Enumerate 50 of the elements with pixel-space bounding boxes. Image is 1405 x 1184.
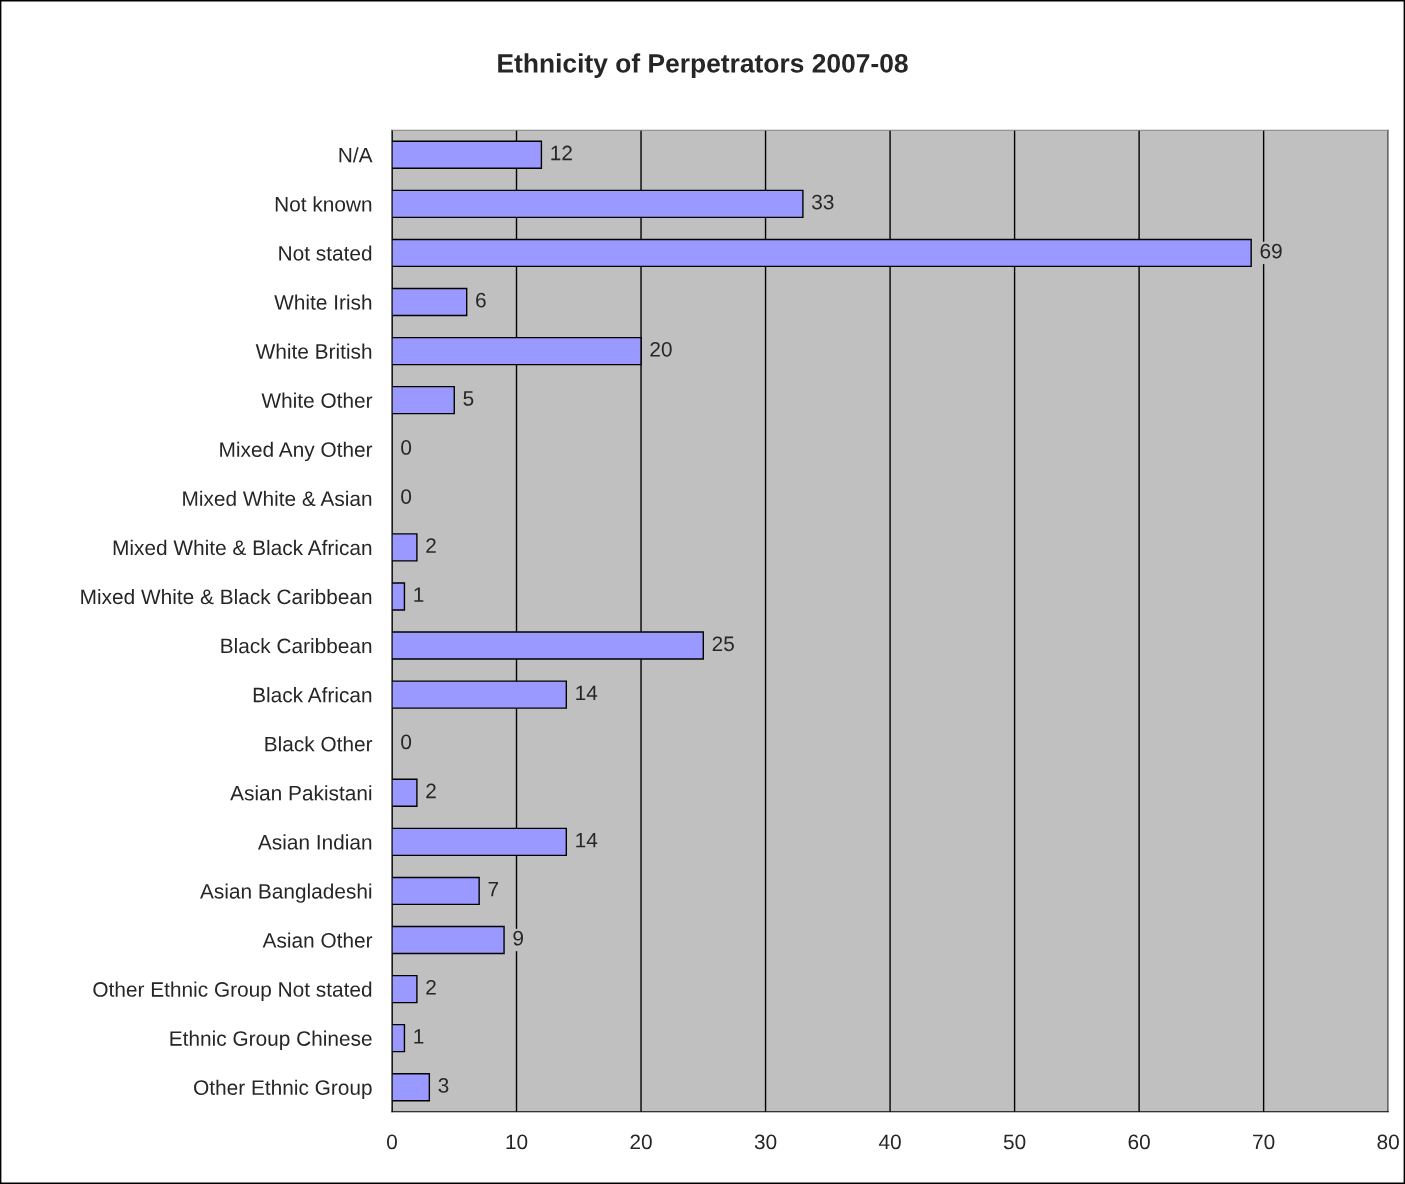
data-label: 3 [438, 1078, 449, 1093]
x-tick-label: 30 [754, 1134, 777, 1150]
y-tick-label: Not stated [279, 245, 372, 261]
y-tick-label: Asian Bangladeshi [200, 883, 372, 903]
data-label: 12 [551, 145, 572, 161]
x-tick-label: 20 [630, 1134, 652, 1150]
data-label: 7 [488, 881, 499, 897]
y-tick-label: Other Ethnic Group Not stated [93, 981, 372, 1001]
y-tick-label: Mixed Any Other [220, 441, 373, 462]
y-tick-label: Ethnic Group Chinese [170, 1030, 372, 1051]
y-tick-label: Asian Indian [257, 834, 372, 850]
y-tick-label: Mixed White & Asian [183, 490, 372, 507]
x-tick-label: 10 [506, 1134, 528, 1150]
y-tick-label: Other Ethnic Group [194, 1079, 372, 1100]
data-label: 2 [426, 783, 436, 799]
chart-title: Ethnicity of Perpetrators 2007-08 [498, 53, 908, 78]
data-label: 5 [463, 391, 474, 406]
y-tick-label: Not known [275, 196, 372, 212]
data-label: 0 [401, 489, 412, 504]
data-label: 20 [650, 341, 672, 357]
y-tick-label: Asian Pakistani [230, 785, 372, 801]
data-label: 2 [426, 538, 436, 553]
y-tick-label: White Irish [274, 294, 372, 310]
data-label: 1 [414, 587, 424, 602]
x-tick-label: 40 [878, 1134, 901, 1150]
x-tick-label: 70 [1253, 1134, 1275, 1150]
data-label: 33 [812, 194, 834, 210]
x-tick-label: 60 [1128, 1134, 1150, 1150]
data-label: 2 [426, 979, 436, 995]
y-tick-label: Mixed White & Black Caribbean [81, 588, 372, 605]
y-tick-label: Black Caribbean [221, 638, 372, 654]
data-label: 9 [513, 930, 523, 946]
y-tick-label: Black Other [265, 736, 373, 752]
y-tick-label: N/A [339, 147, 373, 163]
y-tick-label: Black African [253, 687, 372, 703]
data-label: 0 [401, 440, 412, 455]
y-tick-label: Asian Other [262, 932, 373, 948]
x-tick-label: 80 [1377, 1134, 1399, 1150]
data-label: 14 [576, 832, 598, 848]
data-label: 1 [414, 1029, 424, 1044]
x-tick-label: 0 [387, 1134, 397, 1150]
x-tick-label: 50 [1003, 1134, 1026, 1150]
data-label: 25 [712, 636, 734, 652]
data-label: 14 [576, 685, 598, 701]
y-tick-label: White British [255, 343, 372, 359]
y-tick-label: Mixed White & Black African [113, 539, 372, 556]
data-label: 6 [476, 292, 486, 308]
y-tick-label: White Other [261, 392, 373, 408]
data-label: 69 [1260, 243, 1282, 259]
data-label: 0 [401, 734, 412, 750]
